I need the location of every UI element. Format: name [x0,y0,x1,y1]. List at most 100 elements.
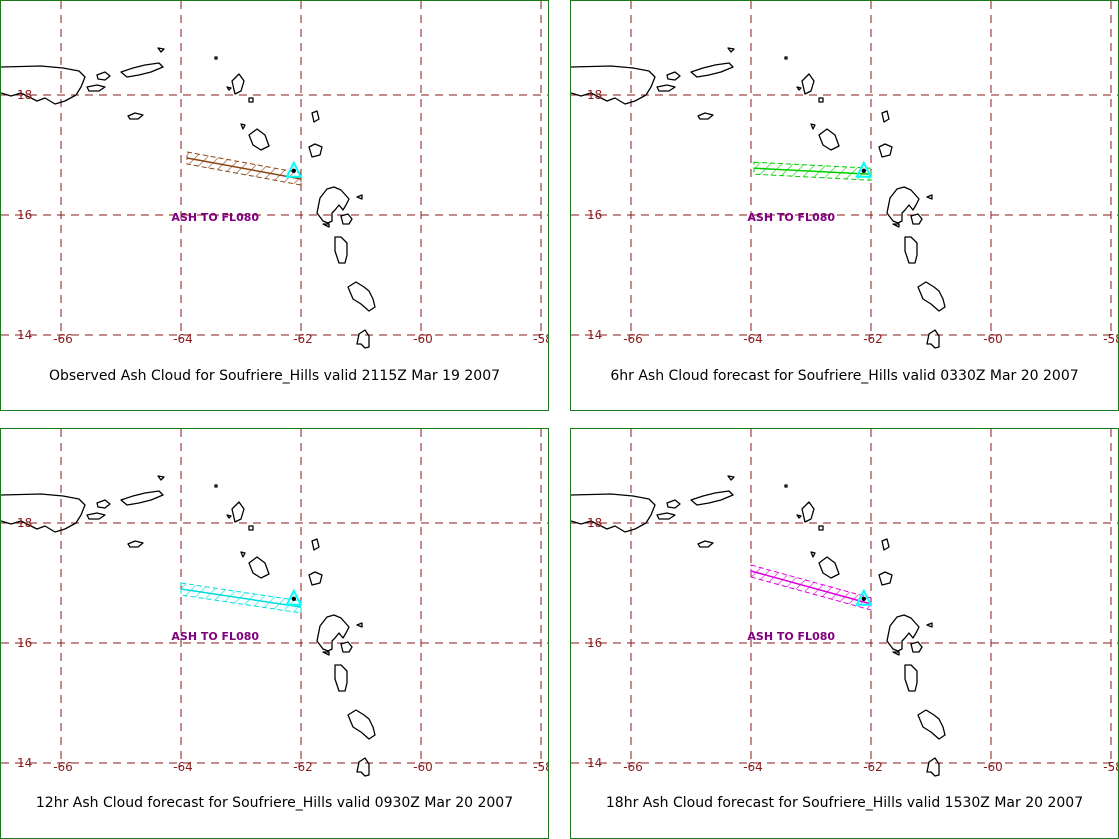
island-outline [1,65,86,105]
island-outline [356,194,363,200]
island-outline [86,84,106,92]
island-outline [248,128,270,151]
island-outline [810,123,816,130]
island-outline [801,73,815,95]
island-outline [886,186,920,224]
lon-tick-label: -64 [743,332,763,346]
ash-level-label: ASH TO FL080 [747,630,835,643]
island-outline [571,493,656,533]
island-outline [231,73,245,95]
island-outline [248,525,254,531]
panel-caption: 12hr Ash Cloud forecast for Soufriere_Hi… [35,795,514,811]
island-outline [878,143,893,158]
island-outline [801,501,815,523]
lat-tick-label: 14 [587,756,602,770]
ash-cloud-axis [180,588,302,608]
panel-caption: 18hr Ash Cloud forecast for Soufriere_Hi… [605,795,1084,811]
island-outline [240,551,246,558]
island-outline [322,223,330,228]
island-outline [796,514,802,519]
lat-tick-label: 18 [587,88,602,102]
map-canvas: -66 -64 -62 -60 -58 18 16 14 ASH TO FL080 [571,429,1119,777]
island-outline [910,213,923,225]
panel-caption: 6hr Ash Cloud forecast for Soufriere_Hil… [610,368,1079,384]
island-outline [892,651,900,656]
island-outline [248,556,270,579]
island-outline [727,475,735,481]
lon-tick-label: -58 [1103,760,1119,774]
island-outline [120,62,164,78]
lon-tick-label: -66 [623,332,643,346]
ash-level-label: ASH TO FL080 [171,630,259,643]
island-outline [214,56,218,60]
island-outline [334,236,348,264]
island-outline [347,281,376,312]
lon-tick-label: -58 [533,760,549,774]
island-outline [231,501,245,523]
island-outline [226,86,232,91]
island-outline [926,194,933,200]
lon-tick-label: -60 [413,760,433,774]
ash-level-label: ASH TO FL080 [747,211,835,224]
lon-tick-label: -60 [983,760,1003,774]
island-outline [127,540,144,548]
lat-tick-label: 18 [17,88,32,102]
island-outline [904,236,918,264]
map-canvas: -66 -64 -62 -60 -58 18 16 14 ASH TO FL080 [1,1,548,349]
island-outline [727,47,735,53]
island-outline [308,571,323,586]
island-outline [311,110,320,123]
lon-tick-label: -60 [413,332,433,346]
lon-tick-label: -64 [743,760,763,774]
ash-cloud-axis [750,570,872,605]
lon-tick-label: -66 [53,332,73,346]
map-canvas: -66 -64 -62 -60 -58 18 16 14 ASH TO FL080 [571,1,1119,349]
island-outline [886,614,920,652]
island-outline [656,84,676,92]
map-panel-6hr-forecast: -66 -64 -62 -60 -58 18 16 14 ASH TO FL080 6hr As… [570,0,1119,411]
island-outline [656,512,676,520]
island-outline [926,757,940,777]
island-outline [86,512,106,520]
lat-tick-label: 14 [17,756,32,770]
island-outline [347,709,376,740]
map-panel-12hr-forecast: -66 -64 -62 -60 -58 18 16 14 ASH TO FL080 12hr A… [0,428,549,839]
island-outline [157,475,165,481]
island-outline [697,540,714,548]
ash-level-label: ASH TO FL080 [171,211,259,224]
volcano-icon [285,588,303,606]
island-outline [340,641,353,653]
lon-tick-label: -66 [53,760,73,774]
island-outline [666,499,681,509]
lon-tick-label: -62 [293,760,313,774]
island-outline [917,281,946,312]
island-outline [818,556,840,579]
lat-tick-label: 14 [17,328,32,342]
island-outline [127,112,144,120]
island-outline [892,223,900,228]
island-outline [690,490,734,506]
island-outline [356,622,363,628]
lon-tick-label: -66 [623,760,643,774]
island-outline [818,128,840,151]
island-outline [784,56,788,60]
island-outline [120,490,164,506]
ash-cloud-axis [186,157,302,180]
island-outline [784,484,788,488]
island-outline [334,664,348,692]
island-outline [881,110,890,123]
map-panel-18hr-forecast: -66 -64 -62 -60 -58 18 16 14 ASH TO FL080 18hr A… [570,428,1119,839]
island-outline [571,65,656,105]
lon-tick-label: -58 [1103,332,1119,346]
lon-tick-label: -64 [173,760,193,774]
island-outline [308,143,323,158]
island-outline [356,329,370,349]
island-outline [322,651,330,656]
island-outline [1,493,86,533]
lat-tick-label: 18 [587,516,602,530]
island-outline [904,664,918,692]
island-outline [796,86,802,91]
volcano-center [291,168,296,173]
island-outline [810,551,816,558]
island-outline [690,62,734,78]
